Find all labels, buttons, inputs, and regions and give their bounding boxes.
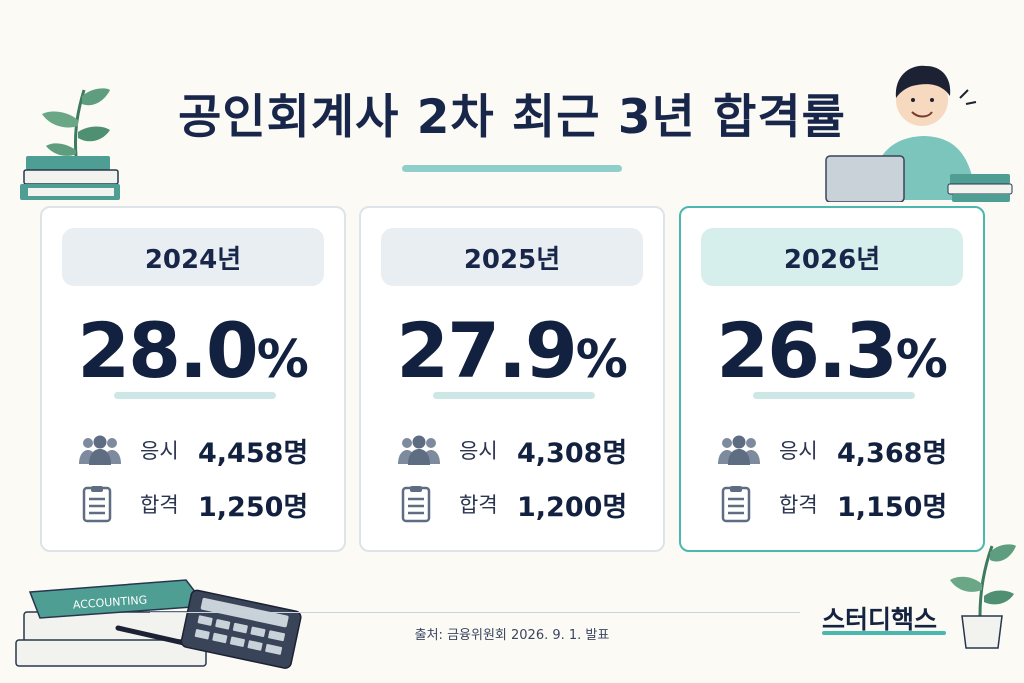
pass-rate: 27.9% xyxy=(361,306,663,395)
apply-value: 4,368명 xyxy=(837,437,948,469)
apply-row: 응시 4,308명 xyxy=(397,430,647,470)
pass-label: 합격 xyxy=(779,493,818,517)
source-note: 출처: 금융위원회 2026. 9. 1. 발표 xyxy=(414,628,610,643)
book-label: ACCOUNTING xyxy=(72,593,147,611)
card-2024: 2024년 28.0% 응시 4,458명 합격 1,250명 xyxy=(40,206,346,552)
pass-row: 합격 1,200명 xyxy=(397,484,647,524)
pass-rate-value: 27.9 xyxy=(396,306,578,395)
brand-logo: 스터디핵스 xyxy=(822,605,938,634)
pass-value: 1,250명 xyxy=(198,491,309,523)
year-label: 2024년 xyxy=(62,228,324,286)
apply-label: 응시 xyxy=(459,439,498,463)
people-icon xyxy=(397,430,443,470)
clipboard-icon xyxy=(78,484,124,524)
page-title: 공인회계사 2차 최근 3년 합격률 xyxy=(178,90,846,145)
people-icon xyxy=(78,430,124,470)
footer-divider xyxy=(150,612,800,613)
person-laptop-illustration xyxy=(825,65,1013,202)
year-label: 2026년 xyxy=(701,228,963,286)
pass-value: 1,200명 xyxy=(517,491,628,523)
pass-rate-value: 26.3 xyxy=(716,306,898,395)
card-2026: 2026년 26.3% 응시 4,368명 합격 1,150명 xyxy=(679,206,985,552)
apply-value: 4,308명 xyxy=(517,437,628,469)
pass-label: 합격 xyxy=(140,493,179,517)
clipboard-icon xyxy=(717,484,763,524)
apply-row: 응시 4,368명 xyxy=(717,430,967,470)
brand-underline xyxy=(822,631,946,635)
rate-underline xyxy=(433,392,595,399)
card-2025: 2025년 27.9% 응시 4,308명 합격 1,200명 xyxy=(359,206,665,552)
apply-row: 응시 4,458명 xyxy=(78,430,328,470)
pass-label: 합격 xyxy=(459,493,498,517)
potted-plant-illustration xyxy=(950,544,1016,649)
year-label: 2025년 xyxy=(381,228,643,286)
pass-rate: 26.3% xyxy=(681,306,983,395)
pass-row: 합격 1,250명 xyxy=(78,484,328,524)
percent-sign: % xyxy=(256,330,309,390)
rate-underline xyxy=(114,392,276,399)
rate-underline xyxy=(753,392,915,399)
pass-value: 1,150명 xyxy=(837,491,948,523)
people-icon xyxy=(717,430,763,470)
pass-row: 합격 1,150명 xyxy=(717,484,967,524)
apply-value: 4,458명 xyxy=(198,437,309,469)
clipboard-icon xyxy=(397,484,443,524)
pass-rate-value: 28.0 xyxy=(77,306,259,395)
percent-sign: % xyxy=(575,330,628,390)
apply-label: 응시 xyxy=(779,439,818,463)
percent-sign: % xyxy=(895,330,948,390)
apply-label: 응시 xyxy=(140,439,179,463)
pass-rate: 28.0% xyxy=(42,306,344,395)
plant-books-illustration xyxy=(20,88,120,200)
accounting-books-illustration: ACCOUNTING xyxy=(15,579,302,669)
title-underline xyxy=(402,165,622,172)
